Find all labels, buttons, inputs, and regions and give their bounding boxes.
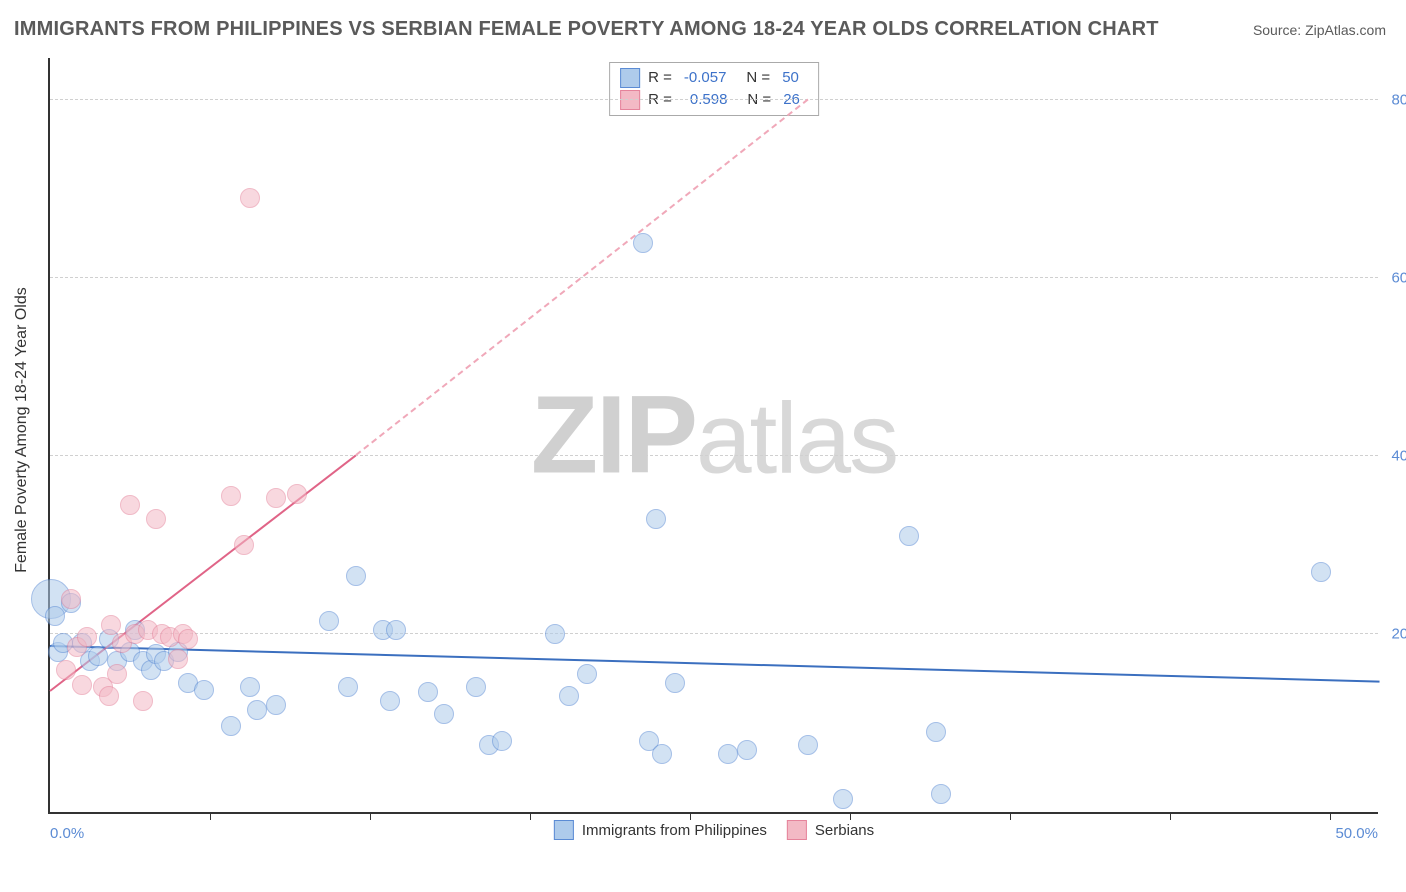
gridline-h xyxy=(50,99,1378,100)
gridline-h xyxy=(50,633,1378,634)
data-point xyxy=(545,624,565,644)
data-point xyxy=(221,716,241,736)
x-tick xyxy=(1010,812,1011,820)
legend-swatch-pink xyxy=(787,820,807,840)
x-tick xyxy=(210,812,211,820)
legend-label-1: Immigrants from Philippines xyxy=(582,822,767,839)
data-point xyxy=(221,486,241,506)
data-point xyxy=(665,673,685,693)
data-point xyxy=(1311,562,1331,582)
y-tick-label: 60.0% xyxy=(1391,270,1406,287)
data-point xyxy=(798,735,818,755)
data-point xyxy=(492,731,512,751)
n-value-1: 50 xyxy=(782,67,799,89)
gridline-h xyxy=(50,277,1378,278)
data-point xyxy=(88,646,108,666)
data-point xyxy=(577,664,597,684)
data-point xyxy=(247,700,267,720)
stats-row-1: R = -0.057 N = 50 xyxy=(620,67,804,89)
data-point xyxy=(434,704,454,724)
data-point xyxy=(178,629,198,649)
data-point xyxy=(380,691,400,711)
data-point xyxy=(737,740,757,760)
data-point xyxy=(287,484,307,504)
data-point xyxy=(466,677,486,697)
data-point xyxy=(646,509,666,529)
gridline-h xyxy=(50,455,1378,456)
x-tick xyxy=(690,812,691,820)
watermark: ZIPatlas xyxy=(531,372,897,499)
x-max-label: 50.0% xyxy=(1335,825,1378,842)
data-point xyxy=(72,675,92,695)
data-point xyxy=(266,695,286,715)
x-tick xyxy=(370,812,371,820)
data-point xyxy=(99,686,119,706)
y-tick-label: 80.0% xyxy=(1391,92,1406,109)
data-point xyxy=(133,691,153,711)
data-point xyxy=(194,680,214,700)
series-legend: Immigrants from Philippines Serbians xyxy=(554,820,874,840)
r-value-1: -0.057 xyxy=(684,67,727,89)
x-tick xyxy=(530,812,531,820)
watermark-bold: ZIP xyxy=(531,374,696,497)
data-point xyxy=(77,627,97,647)
watermark-light: atlas xyxy=(696,383,897,495)
data-point xyxy=(45,606,65,626)
legend-label-2: Serbians xyxy=(815,822,874,839)
data-point xyxy=(101,615,121,635)
data-point xyxy=(418,682,438,702)
legend-swatch-blue xyxy=(554,820,574,840)
data-point xyxy=(146,509,166,529)
data-point xyxy=(386,620,406,640)
data-point xyxy=(120,495,140,515)
data-point xyxy=(56,660,76,680)
data-point xyxy=(338,677,358,697)
data-point xyxy=(633,233,653,253)
data-point xyxy=(240,188,260,208)
data-point xyxy=(240,677,260,697)
data-point xyxy=(61,589,81,609)
data-point xyxy=(346,566,366,586)
data-point xyxy=(266,488,286,508)
data-point xyxy=(234,535,254,555)
data-point xyxy=(652,744,672,764)
x-tick xyxy=(850,812,851,820)
y-axis-title: Female Poverty Among 18-24 Year Olds xyxy=(13,287,31,573)
stats-legend: R = -0.057 N = 50 R = 0.598 N = 26 xyxy=(609,62,819,116)
legend-item-1: Immigrants from Philippines xyxy=(554,820,767,840)
data-point xyxy=(931,784,951,804)
chart-title: IMMIGRANTS FROM PHILIPPINES VS SERBIAN F… xyxy=(14,18,1159,41)
r-label-1: R = xyxy=(648,67,672,89)
plot-area: ZIPatlas R = -0.057 N = 50 R = 0.598 N =… xyxy=(48,58,1378,814)
x-tick xyxy=(1330,812,1331,820)
n-label-1: N = xyxy=(746,67,770,89)
y-tick-label: 40.0% xyxy=(1391,448,1406,465)
data-point xyxy=(107,664,127,684)
data-point xyxy=(559,686,579,706)
data-point xyxy=(718,744,738,764)
legend-item-2: Serbians xyxy=(787,820,874,840)
data-point xyxy=(899,526,919,546)
x-min-label: 0.0% xyxy=(50,825,84,842)
data-point xyxy=(319,611,339,631)
source-label: Source: ZipAtlas.com xyxy=(1253,22,1386,38)
swatch-blue xyxy=(620,68,640,88)
data-point xyxy=(833,789,853,809)
x-tick xyxy=(1170,812,1171,820)
data-point xyxy=(926,722,946,742)
data-point xyxy=(168,649,188,669)
y-tick-label: 20.0% xyxy=(1391,626,1406,643)
